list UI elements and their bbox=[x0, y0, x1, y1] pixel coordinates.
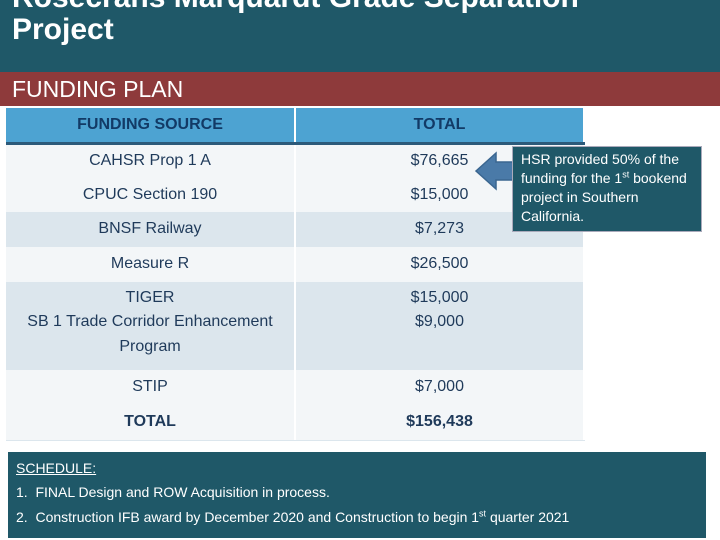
table-row: TIGER SB 1 Trade Corridor Enhancement Pr… bbox=[6, 281, 585, 370]
row-source: CPUC Section 190 bbox=[6, 177, 296, 212]
row-total-multi: $15,000 $9,000 bbox=[295, 281, 585, 370]
title-bar: Rosecrans Marquardt Grade Separation Pro… bbox=[0, 0, 720, 72]
row-total: $15,000 bbox=[410, 288, 469, 306]
schedule-item-number: 2. bbox=[16, 509, 28, 525]
row-source-line2: Program bbox=[119, 337, 181, 355]
section-title: FUNDING PLAN bbox=[12, 76, 184, 102]
schedule-item-number: 1. bbox=[16, 484, 28, 500]
row-total: $7,000 bbox=[295, 369, 585, 404]
row-source: TIGER bbox=[125, 288, 175, 306]
table-row: BNSF Railway $7,273 bbox=[6, 211, 585, 247]
callout-text-2: bookend project in Southern California. bbox=[521, 170, 687, 224]
section-bar: FUNDING PLAN bbox=[0, 72, 720, 106]
header-total: TOTAL bbox=[295, 108, 585, 145]
row-source: BNSF Railway bbox=[6, 211, 296, 247]
callout-box: HSR provided 50% of the funding for the … bbox=[512, 146, 702, 232]
table-row: STIP $7,000 bbox=[6, 369, 585, 404]
row-total: $9,000 bbox=[415, 312, 464, 330]
total-label: TOTAL bbox=[6, 403, 296, 440]
row-source-multi: TIGER SB 1 Trade Corridor Enhancement Pr… bbox=[6, 281, 296, 370]
table-row: Measure R $26,500 bbox=[6, 246, 585, 282]
schedule-item: 2. Construction IFB award by December 20… bbox=[16, 505, 706, 530]
row-source: STIP bbox=[6, 369, 296, 404]
row-source: Measure R bbox=[6, 246, 296, 282]
total-value: $156,438 bbox=[295, 403, 585, 440]
callout-text-1: HSR provided 50% of the funding for the … bbox=[521, 151, 679, 186]
page-title: Rosecrans Marquardt Grade Separation Pro… bbox=[12, 0, 712, 46]
schedule-item-text: FINAL Design and ROW Acquisition in proc… bbox=[35, 484, 330, 500]
page-title-line-2: Project bbox=[12, 13, 114, 46]
schedule-item-text-1: Construction IFB award by December 2020 … bbox=[35, 509, 480, 525]
row-source: CAHSR Prop 1 A bbox=[6, 143, 296, 178]
callout-sup: st bbox=[622, 169, 630, 180]
table-header-row: FUNDING SOURCE TOTAL bbox=[6, 108, 585, 145]
table-total-row: TOTAL $156,438 bbox=[6, 403, 585, 440]
funding-table: FUNDING SOURCE TOTAL CAHSR Prop 1 A $76,… bbox=[6, 108, 585, 440]
schedule-item-sup: st bbox=[479, 508, 487, 519]
row-source: SB 1 Trade Corridor Enhancement bbox=[27, 312, 273, 330]
page-title-line-1: Rosecrans Marquardt Grade Separation bbox=[12, 0, 712, 14]
schedule-box: SCHEDULE: 1. FINAL Design and ROW Acquis… bbox=[8, 452, 706, 538]
row-total: $26,500 bbox=[295, 246, 585, 282]
schedule-item: 1. FINAL Design and ROW Acquisition in p… bbox=[16, 480, 706, 505]
schedule-item-text-2: quarter 2021 bbox=[486, 509, 570, 525]
schedule-heading: SCHEDULE: bbox=[16, 460, 97, 476]
header-funding-source: FUNDING SOURCE bbox=[6, 108, 296, 145]
